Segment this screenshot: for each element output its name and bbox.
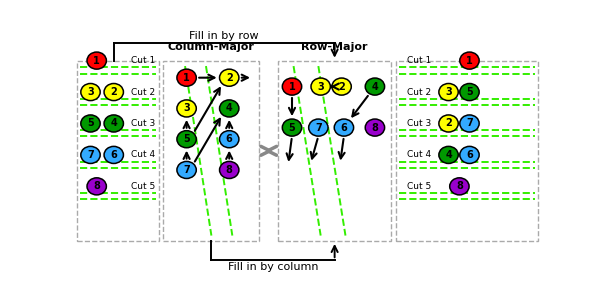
Text: 4: 4 bbox=[371, 82, 379, 92]
Circle shape bbox=[365, 78, 385, 95]
Text: 7: 7 bbox=[466, 118, 473, 128]
Circle shape bbox=[283, 78, 302, 95]
Text: Cut 3: Cut 3 bbox=[407, 119, 431, 128]
Circle shape bbox=[460, 52, 479, 69]
Bar bbox=[163, 61, 259, 241]
Circle shape bbox=[104, 146, 124, 164]
Text: 2: 2 bbox=[226, 73, 233, 83]
Text: 5: 5 bbox=[183, 134, 190, 144]
Text: Cut 2: Cut 2 bbox=[407, 88, 431, 97]
Circle shape bbox=[439, 83, 458, 100]
Text: 7: 7 bbox=[183, 165, 190, 175]
Text: 4: 4 bbox=[226, 103, 233, 113]
Text: Column-Major: Column-Major bbox=[168, 42, 255, 52]
Text: 3: 3 bbox=[183, 103, 190, 113]
Text: 8: 8 bbox=[371, 123, 379, 133]
Circle shape bbox=[177, 100, 196, 117]
Circle shape bbox=[332, 78, 351, 95]
Text: Cut 1: Cut 1 bbox=[131, 56, 155, 65]
Circle shape bbox=[334, 119, 353, 136]
Circle shape bbox=[177, 131, 196, 148]
Circle shape bbox=[365, 119, 385, 136]
Text: Cut 3: Cut 3 bbox=[131, 119, 155, 128]
Circle shape bbox=[81, 83, 100, 100]
Text: 6: 6 bbox=[110, 150, 117, 160]
Text: 8: 8 bbox=[456, 182, 463, 191]
Text: 1: 1 bbox=[94, 56, 100, 66]
Text: 5: 5 bbox=[87, 118, 94, 128]
Circle shape bbox=[220, 100, 239, 117]
Circle shape bbox=[220, 161, 239, 178]
Text: Fill in by column: Fill in by column bbox=[228, 262, 318, 272]
Text: 7: 7 bbox=[315, 123, 322, 133]
Text: 6: 6 bbox=[341, 123, 347, 133]
Circle shape bbox=[104, 83, 124, 100]
Text: Fill in by row: Fill in by row bbox=[189, 32, 259, 41]
Text: 4: 4 bbox=[110, 118, 117, 128]
Text: Cut 4: Cut 4 bbox=[407, 150, 431, 159]
Circle shape bbox=[460, 115, 479, 132]
Text: Row-Major: Row-Major bbox=[301, 42, 368, 52]
Circle shape bbox=[220, 131, 239, 148]
Text: 3: 3 bbox=[445, 87, 452, 97]
Text: Cut 5: Cut 5 bbox=[131, 182, 155, 191]
Circle shape bbox=[81, 146, 100, 164]
Circle shape bbox=[460, 146, 479, 164]
Circle shape bbox=[283, 119, 302, 136]
Circle shape bbox=[311, 78, 331, 95]
Text: 3: 3 bbox=[87, 87, 94, 97]
Text: 5: 5 bbox=[466, 87, 473, 97]
Circle shape bbox=[81, 115, 100, 132]
Text: Cut 5: Cut 5 bbox=[407, 182, 431, 191]
Text: 3: 3 bbox=[317, 82, 324, 92]
Circle shape bbox=[87, 178, 106, 195]
Text: 6: 6 bbox=[226, 134, 233, 144]
Text: 5: 5 bbox=[289, 123, 295, 133]
Text: 1: 1 bbox=[466, 56, 473, 66]
Text: Cut 4: Cut 4 bbox=[131, 150, 155, 159]
Text: 6: 6 bbox=[466, 150, 473, 160]
Text: 1: 1 bbox=[289, 82, 295, 92]
Text: 2: 2 bbox=[445, 118, 452, 128]
Circle shape bbox=[308, 119, 328, 136]
Circle shape bbox=[439, 146, 458, 164]
Circle shape bbox=[177, 69, 196, 86]
Text: 1: 1 bbox=[183, 73, 190, 83]
Circle shape bbox=[460, 83, 479, 100]
Circle shape bbox=[104, 115, 124, 132]
Text: 2: 2 bbox=[110, 87, 117, 97]
Text: 4: 4 bbox=[445, 150, 452, 160]
Circle shape bbox=[87, 52, 106, 69]
Bar bbox=[396, 61, 538, 241]
Text: 7: 7 bbox=[87, 150, 94, 160]
Circle shape bbox=[439, 115, 458, 132]
Bar bbox=[77, 61, 158, 241]
Text: 2: 2 bbox=[338, 82, 345, 92]
Text: 8: 8 bbox=[93, 182, 100, 191]
Bar bbox=[278, 61, 391, 241]
Text: Cut 2: Cut 2 bbox=[131, 88, 155, 97]
Circle shape bbox=[220, 69, 239, 86]
Circle shape bbox=[177, 161, 196, 178]
Circle shape bbox=[450, 178, 469, 195]
Text: 8: 8 bbox=[226, 165, 233, 175]
Text: Cut 1: Cut 1 bbox=[407, 56, 431, 65]
